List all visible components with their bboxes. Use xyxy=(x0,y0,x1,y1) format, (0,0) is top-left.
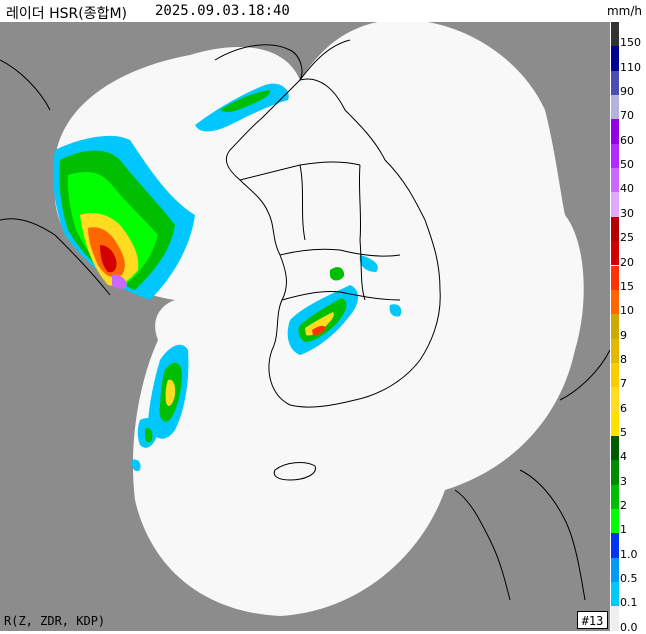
legend-swatch xyxy=(611,168,619,193)
legend-swatch xyxy=(611,289,619,315)
legend-label: 50 xyxy=(620,158,634,172)
legend-label: 4 xyxy=(620,450,627,464)
legend-swatch xyxy=(611,338,619,363)
legend-label: 90 xyxy=(620,85,634,99)
rain-echoes xyxy=(53,83,402,472)
legend-label: 150 xyxy=(620,36,641,50)
legend-swatch xyxy=(611,606,619,631)
legend-label: 6 xyxy=(620,401,627,415)
legend-swatch xyxy=(611,582,619,607)
legend-label: 0.1 xyxy=(620,596,638,610)
header-bar: 레이더 HSR(종합M) 2025.09.03.18:40 mm/h xyxy=(0,0,646,22)
legend-label: 5 xyxy=(620,425,627,439)
legend-swatch xyxy=(611,460,619,485)
legend-swatch xyxy=(611,143,619,169)
legend-label: 8 xyxy=(620,352,627,366)
legend-swatch xyxy=(611,265,619,290)
variables-label: R(Z, ZDR, KDP) xyxy=(4,614,106,628)
legend-swatch xyxy=(611,533,619,558)
legend-swatch xyxy=(611,216,619,242)
legend-swatch xyxy=(611,509,619,534)
legend-label: 110 xyxy=(620,60,641,74)
legend-swatch xyxy=(611,387,619,412)
rain-rate-legend: 150 110 90 70 60 50 40 30 25 20 15 10 9 8 7 6 5 4 3 2 1 1.0 0.… xyxy=(610,22,646,634)
legend-label: 25 xyxy=(620,231,634,245)
legend-swatch xyxy=(611,46,619,71)
legend-label: 3 xyxy=(620,474,627,488)
legend-swatch xyxy=(611,22,619,47)
legend-swatch xyxy=(611,362,619,388)
legend-swatch xyxy=(611,484,619,509)
legend-label: 1.0 xyxy=(620,547,638,561)
legend-unit: mm/h xyxy=(606,4,642,18)
observation-datetime: 2025.09.03.18:40 xyxy=(155,3,290,19)
radar-map-canvas xyxy=(0,22,610,616)
radar-map[interactable] xyxy=(0,22,610,631)
legend-swatch xyxy=(611,192,619,217)
frame-number: #13 xyxy=(577,611,608,629)
legend-swatch xyxy=(611,119,619,144)
korean-peninsula-outline xyxy=(225,78,441,408)
legend-label: 20 xyxy=(620,255,634,269)
legend-swatch xyxy=(611,557,619,583)
legend-label: 2 xyxy=(620,499,627,512)
legend-swatch xyxy=(611,435,619,461)
legend-label: 60 xyxy=(620,133,634,147)
legend-swatch xyxy=(611,95,619,120)
legend-label: 30 xyxy=(620,206,634,220)
legend-label: 1 xyxy=(620,523,627,537)
legend-label: 10 xyxy=(620,304,634,318)
land-boundaries xyxy=(0,39,610,601)
legend-label: 15 xyxy=(620,279,634,293)
legend-label: 9 xyxy=(620,328,627,342)
legend-swatch xyxy=(611,70,619,96)
legend-label: 7 xyxy=(620,377,627,391)
legend-swatch xyxy=(611,411,619,436)
legend-label: 0.5 xyxy=(620,572,638,586)
legend-swatch xyxy=(611,314,619,339)
jeju-island xyxy=(273,462,316,481)
legend-label: 40 xyxy=(620,182,634,196)
legend-label: 0.0 xyxy=(620,620,638,634)
legend-label: 70 xyxy=(620,109,634,123)
legend-swatch xyxy=(611,241,619,266)
product-title: 레이더 HSR(종합M) xyxy=(6,6,127,22)
